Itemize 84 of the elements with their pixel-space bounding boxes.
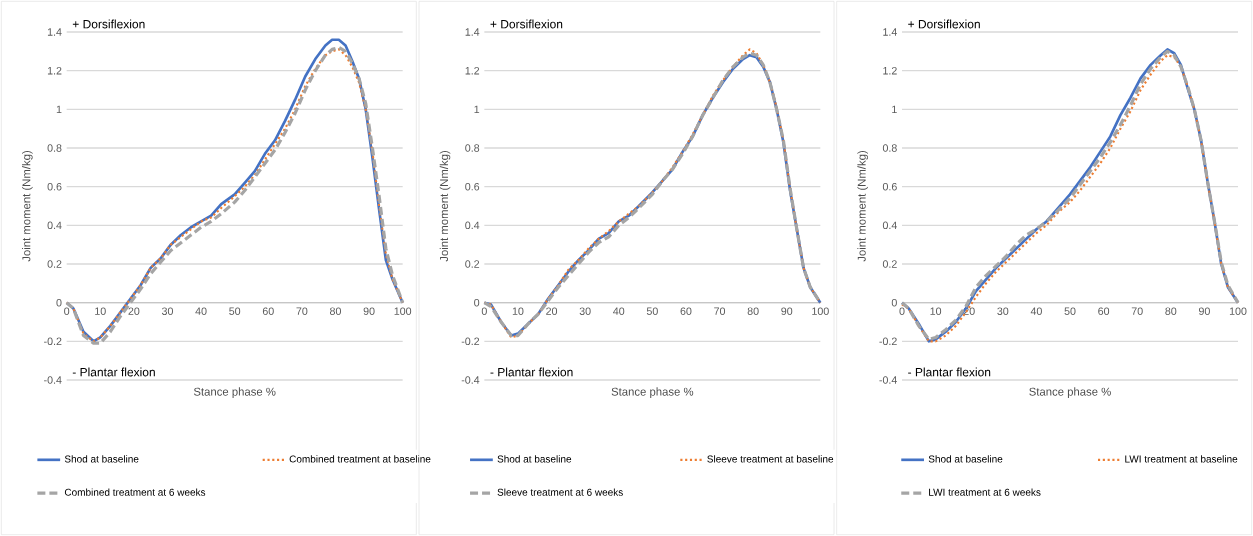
y-tick-label: 1.2 (47, 66, 62, 75)
x-tick-label: 80 (747, 307, 759, 315)
legend-label: Sleeve treatment at 6 weeks (497, 488, 623, 496)
y-tick-label: 0.2 (882, 260, 897, 268)
y-tick-label: 0.2 (47, 260, 62, 268)
legend-label: LWI treatment at baseline (1125, 455, 1238, 463)
y-tick-label: 0.8 (465, 144, 480, 152)
y-axis-title: Joint moment (Nm/kg) (857, 150, 868, 262)
annotation: - Plantar flexion (72, 367, 155, 377)
y-tick-label: 1.2 (465, 66, 480, 75)
x-tick-label: 100 (394, 307, 412, 315)
y-tick-label: 0 (891, 298, 897, 307)
x-tick-label: 70 (1131, 307, 1143, 315)
x-tick-label: 30 (997, 307, 1009, 315)
y-tick-label: 0.6 (465, 182, 480, 191)
x-tick-label: 10 (512, 307, 524, 315)
text: + Dorsiflexion (490, 19, 563, 29)
annotation: - Plantar flexion (908, 367, 991, 377)
x-tick-label: 80 (1165, 307, 1177, 315)
x-tick-label: 50 (1064, 307, 1076, 315)
x-tick-label: 80 (330, 307, 341, 315)
y-tick-label: 0.4 (465, 221, 480, 230)
x-tick-label: 70 (296, 307, 308, 315)
y-tick-label: -0.4 (879, 376, 897, 384)
x-tick-label: 50 (229, 307, 241, 315)
x-tick-label: 100 (812, 307, 829, 315)
y-tick-label: -0.2 (44, 337, 62, 346)
text: + Dorsiflexion (72, 19, 145, 29)
y-tick-label: 1 (474, 105, 480, 113)
y-tick-label: -0.4 (44, 376, 62, 384)
y-tick-label: 1.4 (47, 28, 62, 36)
x-tick-label: 10 (95, 307, 106, 315)
x-tick-label: 0 (899, 307, 905, 315)
y-tick-label: 0.2 (465, 260, 480, 268)
x-tick-label: 20 (963, 307, 975, 315)
legend-label: Shod at baseline (497, 455, 572, 463)
y-tick-label: -0.2 (461, 337, 480, 346)
x-axis-title: Stance phase % (611, 387, 694, 398)
legend-label: Shod at baseline (928, 455, 1003, 463)
y-tick-label: 1.2 (883, 66, 897, 75)
x-tick-label: 20 (128, 307, 140, 315)
x-tick-label: 70 (714, 307, 726, 315)
x-tick-label: 60 (680, 307, 692, 315)
y-tick-label: 0.4 (882, 221, 897, 230)
legend-label: Shod at baseline (64, 455, 139, 463)
x-tick-label: 20 (546, 307, 558, 315)
x-tick-label: 30 (579, 307, 591, 315)
x-tick-label: 0 (481, 307, 487, 315)
y-axis-title: Joint moment (Nm/kg) (22, 150, 33, 262)
y-tick-label: 1.4 (883, 28, 897, 36)
y-tick-label: 0.6 (47, 182, 62, 191)
x-tick-label: 40 (1030, 307, 1042, 315)
x-tick-label: 90 (1198, 307, 1210, 315)
text: + Dorsiflexion (908, 19, 980, 29)
legend-label: Combined treatment at baseline (289, 455, 431, 463)
y-tick-label: 1.4 (465, 28, 480, 36)
x-tick-label: 90 (781, 307, 793, 315)
y-tick-label: 1 (892, 105, 897, 113)
y-tick-label: 0.6 (882, 182, 897, 191)
y-tick-label: -0.2 (879, 337, 897, 346)
y-tick-label: -0.4 (461, 376, 480, 384)
x-tick-label: 10 (930, 307, 942, 315)
x-tick-label: 30 (161, 307, 173, 315)
x-tick-label: 50 (646, 307, 658, 315)
annotation: - Plantar flexion (490, 367, 573, 377)
y-tick-label: 0 (474, 298, 480, 307)
x-tick-label: 0 (64, 307, 70, 315)
legend-label: LWI treatment at 6 weeks (929, 488, 1041, 496)
x-tick-label: 40 (613, 307, 625, 315)
y-tick-label: 0.8 (47, 144, 62, 152)
x-axis-title: Stance phase % (193, 387, 276, 398)
x-tick-label: 100 (1229, 307, 1247, 315)
y-tick-label: 1 (56, 105, 62, 113)
x-axis-title: Stance phase % (1029, 387, 1111, 398)
x-tick-label: 60 (262, 307, 274, 315)
y-tick-label: 0.8 (882, 144, 897, 152)
x-tick-label: 60 (1098, 307, 1110, 315)
y-tick-label: 0 (56, 298, 62, 307)
legend-label: Sleeve treatment at baseline (707, 455, 834, 463)
legend-label: Combined treatment at 6 weeks (64, 488, 206, 496)
x-tick-label: 40 (195, 307, 207, 315)
y-axis-title: Joint moment (Nm/kg) (439, 150, 451, 262)
y-tick-label: 0.4 (47, 221, 62, 230)
x-tick-label: 90 (363, 307, 375, 315)
